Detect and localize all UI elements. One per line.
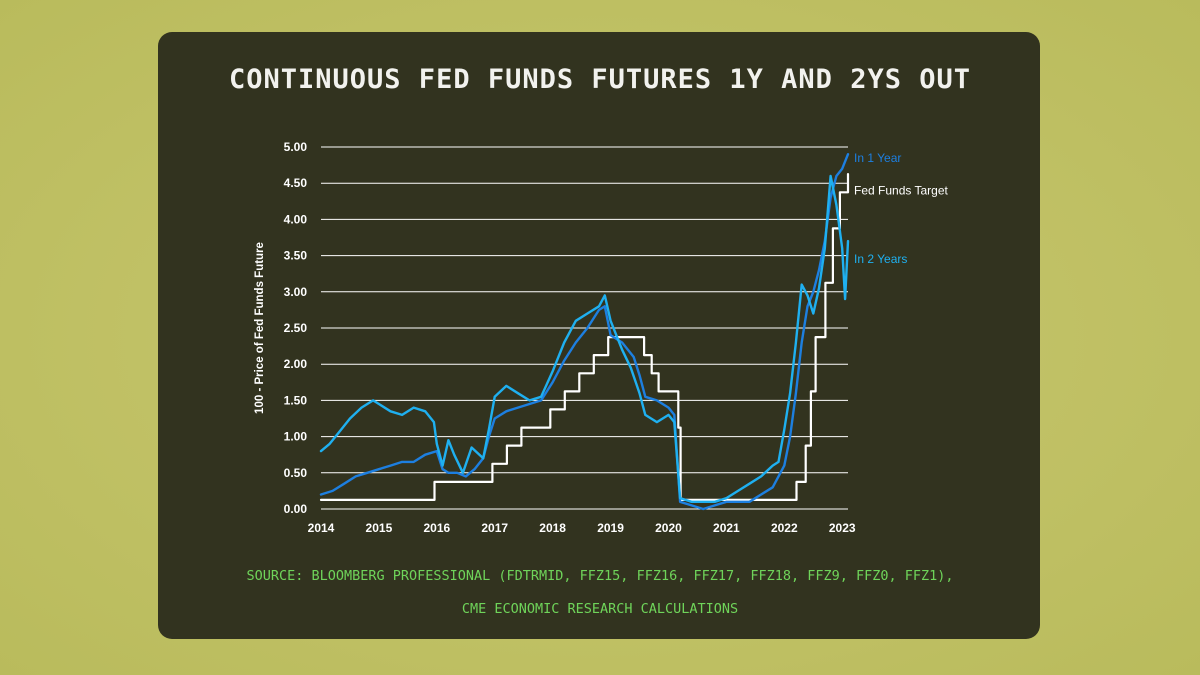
x-tick-label: 2018 <box>539 521 566 535</box>
y-tick-label: 0.50 <box>284 466 308 480</box>
x-tick-label: 2015 <box>366 521 393 535</box>
series-line-fed-funds-target <box>319 173 850 501</box>
y-tick-label: 4.00 <box>284 212 308 226</box>
gridlines <box>321 146 848 510</box>
y-tick-label: 3.00 <box>284 285 308 299</box>
series-line-in-2-years <box>319 174 850 503</box>
chart-title: CONTINUOUS FED FUNDS FUTURES 1Y AND 2YS … <box>229 64 971 95</box>
x-tick-label: 2017 <box>481 521 508 535</box>
y-tick-label: 1.00 <box>284 430 308 444</box>
legend-label-fed-funds-target: Fed Funds Target <box>854 183 948 197</box>
y-tick-label: 4.50 <box>284 176 308 190</box>
y-tick-label: 2.50 <box>284 321 308 335</box>
chart-card <box>158 32 1040 639</box>
x-tick-label: 2019 <box>597 521 624 535</box>
y-axis-label: 100 - Price of Fed Funds Future <box>254 242 266 414</box>
x-tick-label: 2022 <box>771 521 798 535</box>
x-tick-label: 2016 <box>423 521 450 535</box>
y-tick-label: 5.00 <box>284 140 308 154</box>
y-tick-label: 3.50 <box>284 249 308 263</box>
x-tick-label: 2023 <box>829 521 856 535</box>
axis-ticks: 0.00 0.50 1.00 1.50 2.00 2.50 3.00 3.50 4.00 4.50… <box>284 140 856 535</box>
y-tick-label: 0.00 <box>284 502 308 516</box>
series-line-in-1-year <box>319 153 850 511</box>
y-tick-label: 1.50 <box>284 393 308 407</box>
legend-label-in-1-year: In 1 Year <box>854 151 901 165</box>
legend-label-in-2-years: In 2 Years <box>854 252 907 266</box>
source-line-1: SOURCE: BLOOMBERG PROFESSIONAL (FDTRMID,… <box>246 568 954 584</box>
series-lines <box>319 153 850 511</box>
x-tick-label: 2021 <box>713 521 740 535</box>
y-tick-label: 2.00 <box>284 357 308 371</box>
x-tick-label: 2014 <box>308 521 335 535</box>
legend: Fed Funds Target In 1 Year In 2 Years <box>854 151 948 266</box>
source-line-2: CME ECONOMIC RESEARCH CALCULATIONS <box>461 601 739 617</box>
x-tick-label: 2020 <box>655 521 682 535</box>
